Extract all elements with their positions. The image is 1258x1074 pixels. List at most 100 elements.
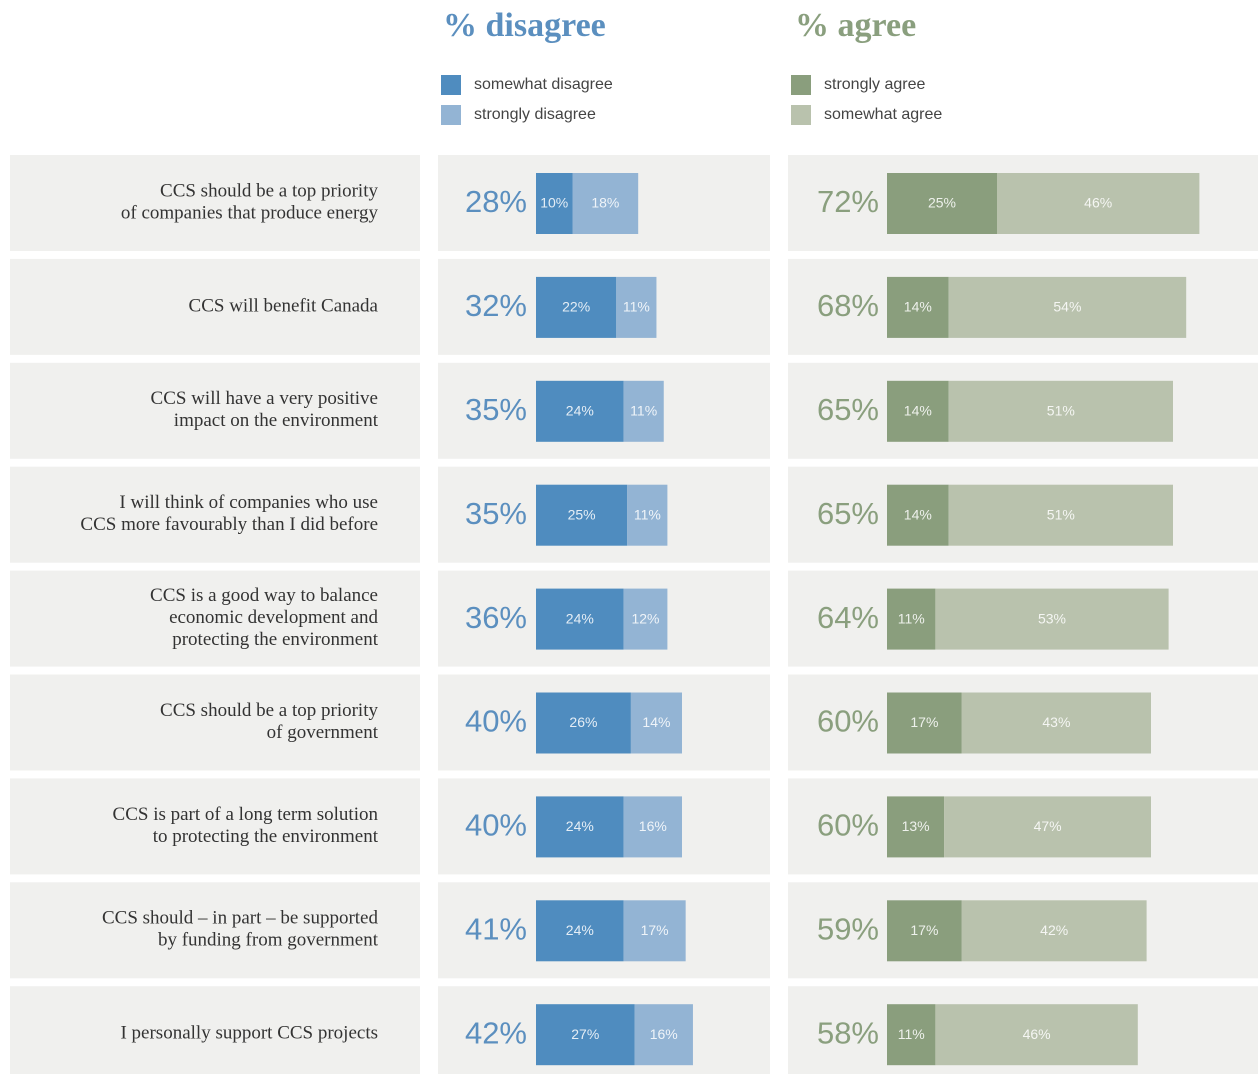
bar-segment [944, 796, 1151, 858]
bar-segment [887, 588, 936, 650]
value-label: 43% [1042, 714, 1070, 730]
row-background [10, 155, 420, 251]
legend-swatch [791, 105, 811, 125]
category-label: protecting the environment [172, 629, 378, 650]
total-label: 68% [817, 288, 879, 323]
value-label: 24% [566, 610, 594, 626]
value-label: 14% [904, 299, 932, 315]
value-label: 26% [569, 714, 597, 730]
value-label: 46% [1084, 195, 1112, 211]
bar-segment [887, 276, 949, 338]
bar-segment [536, 796, 624, 858]
bar-segment [935, 588, 1169, 650]
bar-segment [634, 1004, 693, 1066]
value-label: 14% [642, 714, 670, 730]
total-label: 28% [465, 184, 527, 219]
total-label: 72% [817, 184, 879, 219]
legend-swatch [441, 105, 461, 125]
value-label: 53% [1038, 610, 1066, 626]
value-label: 14% [904, 506, 932, 522]
bar-segment [887, 1004, 936, 1066]
value-label: 11% [898, 610, 925, 626]
category-label: CCS more favourably than I did before [80, 514, 378, 535]
value-label: 14% [904, 403, 932, 419]
bar-segment [887, 380, 949, 442]
value-label: 22% [562, 299, 590, 315]
value-label: 46% [1023, 1026, 1051, 1042]
legend-label: strongly disagree [474, 106, 596, 123]
value-label: 18% [591, 195, 619, 211]
value-label: 51% [1047, 506, 1075, 522]
bar-segment [887, 900, 962, 962]
bar-segment [536, 900, 624, 962]
category-label: I will think of companies who use [119, 492, 378, 513]
category-label: CCS should – in part – be supported [102, 908, 379, 929]
value-label: 51% [1047, 403, 1075, 419]
value-label: 11% [630, 403, 657, 419]
category-label: impact on the environment [174, 410, 379, 431]
value-label: 47% [1034, 818, 1062, 834]
total-label: 32% [465, 288, 527, 323]
bar-segment [630, 692, 682, 754]
value-label: 17% [641, 922, 669, 938]
bar-segment [887, 796, 945, 858]
bar-segment [536, 276, 617, 338]
category-label: of government [267, 722, 379, 743]
category-label: of companies that produce energy [121, 202, 379, 223]
bar-segment [536, 588, 624, 650]
value-label: 16% [650, 1026, 678, 1042]
panel-title: % agree [795, 7, 916, 44]
legend-swatch [441, 75, 461, 95]
category-label: to protecting the environment [153, 826, 379, 847]
value-label: 24% [566, 922, 594, 938]
total-label: 60% [817, 808, 879, 843]
bar-segment [961, 900, 1147, 962]
bar-segment [948, 276, 1187, 338]
value-label: 24% [566, 818, 594, 834]
value-label: 10% [540, 195, 568, 211]
category-label: CCS will have a very positive [151, 388, 378, 409]
value-label: 11% [623, 299, 650, 315]
total-label: 35% [465, 392, 527, 427]
category-label: CCS should be a top priority [160, 700, 378, 721]
legend-label: strongly agree [824, 76, 925, 93]
total-label: 36% [465, 600, 527, 635]
bar-segment [536, 692, 631, 754]
total-label: 35% [465, 496, 527, 531]
bar-segment [948, 380, 1173, 442]
value-label: 54% [1053, 299, 1081, 315]
bar-segment [536, 1004, 635, 1066]
bar-segment [997, 173, 1200, 234]
bar-segment [887, 173, 997, 234]
bar-segment [536, 484, 628, 546]
bar-segment [627, 484, 668, 546]
bar-segment [935, 1004, 1138, 1066]
legend-label: somewhat disagree [474, 76, 613, 93]
category-label: economic development and [169, 607, 378, 628]
total-label: 58% [817, 1015, 879, 1050]
bar-segment [887, 692, 962, 754]
value-label: 13% [902, 818, 930, 834]
total-label: 65% [817, 392, 879, 427]
bar-segment [887, 484, 949, 546]
row-background [10, 466, 420, 563]
total-label: 40% [465, 704, 527, 739]
total-label: 40% [465, 808, 527, 843]
panel-title: % disagree [443, 7, 606, 44]
row-background [10, 882, 420, 979]
row-background [10, 778, 420, 875]
total-label: 60% [817, 704, 879, 739]
total-label: 65% [817, 496, 879, 531]
category-label: CCS will benefit Canada [189, 295, 379, 316]
bar-segment [536, 380, 624, 442]
bar-segment [623, 588, 668, 650]
category-label: CCS is a good way to balance [150, 585, 378, 606]
value-label: 11% [634, 506, 661, 522]
value-label: 16% [639, 818, 667, 834]
bar-segment [536, 173, 573, 234]
legend-swatch [791, 75, 811, 95]
bar-segment [623, 380, 664, 442]
row-background [10, 986, 420, 1074]
category-label: by funding from government [158, 930, 379, 951]
